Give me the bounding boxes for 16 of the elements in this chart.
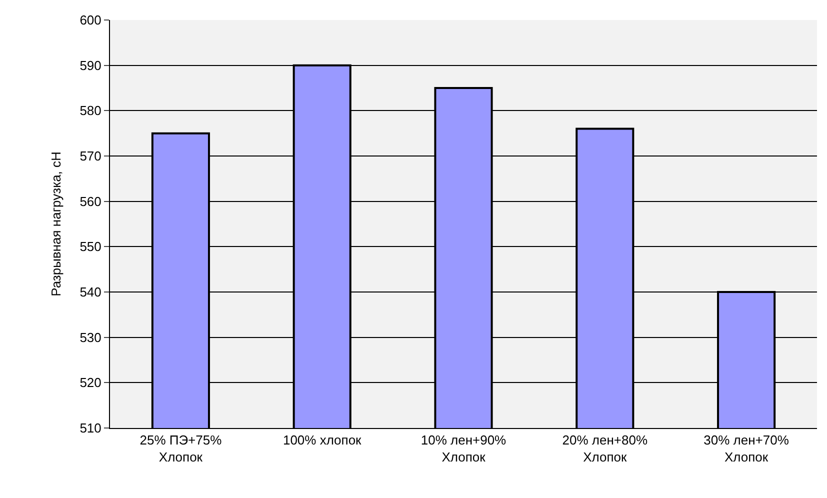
y-axis-title: Разрывная нагрузка, сН: [48, 152, 64, 296]
y-tick-label: 590: [80, 58, 102, 73]
y-tick-label: 530: [80, 330, 102, 345]
y-tick-label: 550: [80, 239, 102, 254]
x-tick-label: 10% лен+90% Хлопок: [420, 432, 507, 464]
y-tick-label: 580: [80, 103, 102, 118]
y-tick-label: 510: [80, 420, 102, 436]
y-tick-label: 560: [80, 194, 102, 209]
x-tick-label: 20% лен+80% Хлопок: [562, 432, 648, 464]
y-tick-label: 540: [80, 284, 102, 300]
x-tick-label: 100% хлопок: [282, 432, 362, 448]
y-tick-label: 520: [80, 375, 102, 390]
y-tick-label: 570: [80, 148, 102, 164]
x-tick-label: 25% ПЭ+75% Хлопок: [140, 432, 222, 464]
y-tick-label: 600: [80, 12, 102, 28]
x-tick-label: 30% лен+70% Хлопок: [704, 432, 790, 464]
